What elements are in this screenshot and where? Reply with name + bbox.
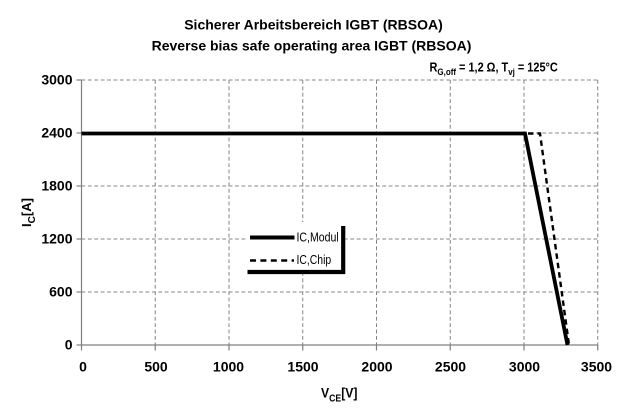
svg-text:3000: 3000 — [41, 72, 72, 88]
svg-text:3500: 3500 — [581, 359, 612, 375]
svg-text:Reverse bias safe operating ar: Reverse bias safe operating area IGBT (R… — [152, 38, 472, 54]
svg-text:1200: 1200 — [41, 231, 72, 247]
svg-text:500: 500 — [144, 359, 168, 375]
svg-text:1800: 1800 — [41, 178, 72, 194]
svg-text:2400: 2400 — [41, 125, 72, 141]
svg-text:0: 0 — [65, 337, 73, 353]
svg-text:2000: 2000 — [361, 359, 392, 375]
svg-text:RG,off = 1,2 Ω, Tvj = 125°C: RG,off = 1,2 Ω, Tvj = 125°C — [430, 59, 559, 78]
svg-text:2500: 2500 — [435, 359, 466, 375]
svg-text:VCE[V]: VCE[V] — [321, 384, 358, 404]
svg-text:0: 0 — [79, 359, 87, 375]
svg-text:3000: 3000 — [509, 359, 540, 375]
svg-text:1500: 1500 — [287, 359, 318, 375]
svg-text:IC,Chip: IC,Chip — [297, 253, 332, 267]
svg-text:600: 600 — [49, 284, 73, 300]
svg-text:Sicherer Arbeitsbereich IGBT (: Sicherer Arbeitsbereich IGBT (RBSOA) — [184, 17, 443, 33]
svg-text:IC,Modul: IC,Modul — [297, 230, 339, 244]
svg-text:1000: 1000 — [213, 359, 244, 375]
svg-text:IC[A]: IC[A] — [19, 198, 38, 227]
